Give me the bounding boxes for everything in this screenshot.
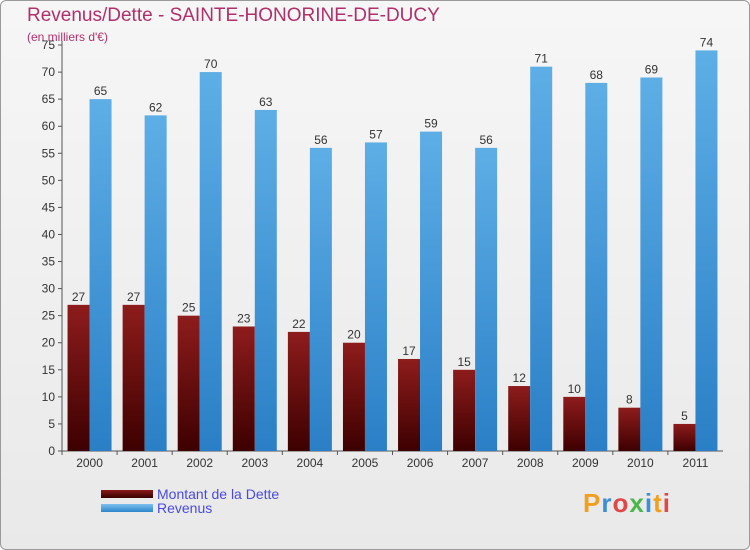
bar-revenus [144,115,167,451]
x-tick-label: 2008 [517,456,544,470]
bar-dette [177,315,200,451]
logo-letter: o [612,488,630,518]
data-label-revenus: 65 [94,84,108,98]
data-label-dette: 22 [292,317,306,331]
y-tick-label: 15 [42,363,56,377]
y-tick-label: 70 [42,65,56,79]
data-label-revenus: 63 [259,95,273,109]
logo-letter: x [629,488,645,518]
bar-dette [67,304,90,451]
y-tick-label: 25 [42,309,56,323]
bar-dette [673,423,696,451]
logo-letter: i [644,488,654,518]
bar-revenus [585,82,608,451]
data-label-dette: 8 [626,393,633,407]
x-tick-label: 2009 [572,456,599,470]
y-tick-label: 55 [42,146,56,160]
bar-revenus [89,99,112,451]
data-label-revenus: 59 [424,117,438,131]
legend: Montant de la Dette Revenus [101,487,279,515]
data-label-dette: 27 [72,290,86,304]
data-label-dette: 27 [127,290,141,304]
y-tick-label: 40 [42,227,56,241]
data-label-revenus: 71 [535,52,549,66]
data-label-dette: 5 [681,409,688,423]
x-tick-label: 2005 [352,456,379,470]
data-label-dette: 23 [237,311,251,325]
legend-item-revenus: Revenus [101,501,279,515]
bar-dette [122,304,145,451]
y-tick-label: 5 [48,417,55,431]
y-tick-label: 65 [42,92,56,106]
legend-item-dette: Montant de la Dette [101,487,279,501]
bar-revenus [254,109,277,452]
legend-swatch-revenus [101,504,153,512]
bar-revenus [530,66,553,452]
x-tick-label: 2000 [76,456,103,470]
logo-letter: i [662,488,671,518]
proxiti-logo: Proxiti [583,488,671,519]
bar-dette [453,369,476,451]
data-label-revenus: 56 [479,133,493,147]
chart-subtitle: (en milliers d'€) [27,30,108,44]
chart-title: Revenus/Dette - SAINTE-HONORINE-DE-DUCY [27,5,440,26]
bar-revenus [695,50,718,452]
bar-dette [618,407,641,451]
y-tick-label: 30 [42,282,56,296]
data-label-dette: 17 [402,344,416,358]
x-tick-label: 2006 [407,456,434,470]
data-label-dette: 15 [457,355,471,369]
bar-revenus [640,77,663,451]
data-label-dette: 20 [347,328,361,342]
x-tick-label: 2002 [186,456,213,470]
data-label-revenus: 57 [369,127,383,141]
bar-revenus [199,72,222,452]
logo-letter: P [583,488,602,518]
bar-dette [398,358,421,451]
bar-dette [563,396,586,451]
legend-swatch-dette [101,490,153,498]
data-label-revenus: 62 [149,100,163,114]
x-tick-label: 2007 [462,456,489,470]
data-label-dette: 10 [568,382,582,396]
y-tick-label: 60 [42,119,56,133]
y-tick-label: 10 [42,390,56,404]
x-tick-label: 2004 [297,456,324,470]
bar-dette [232,326,255,451]
bar-revenus [309,147,332,451]
data-label-revenus: 70 [204,57,218,71]
logo-letter: t [653,488,663,518]
y-tick-label: 0 [48,444,55,458]
x-tick-label: 2003 [241,456,268,470]
data-label-dette: 12 [513,371,527,385]
bar-revenus [475,147,498,451]
legend-label-revenus: Revenus [157,500,213,516]
bar-dette [342,342,365,451]
x-tick-label: 2001 [131,456,158,470]
data-label-revenus: 74 [700,35,714,49]
y-tick-label: 35 [42,255,56,269]
bar-revenus [420,131,443,451]
bar-dette [287,331,310,451]
y-tick-label: 50 [42,173,56,187]
logo-letter: r [601,488,613,518]
y-tick-label: 20 [42,336,56,350]
data-label-revenus: 56 [314,133,328,147]
bar-dette [508,386,531,451]
y-tick-label: 45 [42,200,56,214]
x-tick-label: 2011 [683,456,709,470]
x-tick-label: 2010 [627,456,654,470]
legend-label-dette: Montant de la Dette [157,486,280,502]
data-label-dette: 25 [182,301,196,315]
data-label-revenus: 68 [590,68,604,82]
data-label-revenus: 69 [645,62,659,76]
bar-revenus [364,142,387,451]
y-tick-label: 75 [42,38,56,52]
